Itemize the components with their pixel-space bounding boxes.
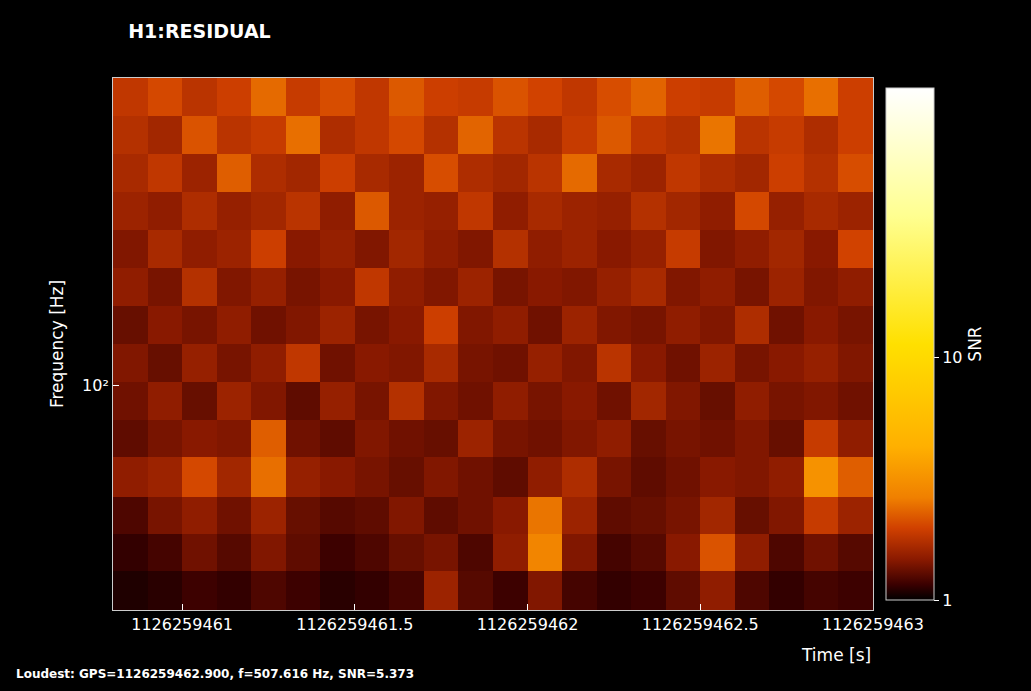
svg-text:H1:RESIDUAL: H1:RESIDUAL bbox=[128, 20, 271, 42]
svg-text:1126259462: 1126259462 bbox=[477, 615, 579, 634]
svg-text:10²: 10² bbox=[82, 376, 109, 395]
svg-text:SNR: SNR bbox=[965, 326, 985, 362]
svg-text:1126259463: 1126259463 bbox=[822, 615, 924, 634]
svg-text:1: 1 bbox=[942, 591, 952, 610]
svg-text:Frequency [Hz]: Frequency [Hz] bbox=[47, 280, 67, 408]
svg-text:Time [s]: Time [s] bbox=[801, 645, 871, 665]
svg-text:1126259461.5: 1126259461.5 bbox=[296, 615, 413, 634]
svg-text:1126259461: 1126259461 bbox=[131, 615, 233, 634]
svg-text:Loudest: GPS=1126259462.900, f: Loudest: GPS=1126259462.900, f=507.616 H… bbox=[16, 667, 414, 681]
svg-text:10: 10 bbox=[942, 348, 962, 367]
svg-text:1126259462.5: 1126259462.5 bbox=[642, 615, 759, 634]
